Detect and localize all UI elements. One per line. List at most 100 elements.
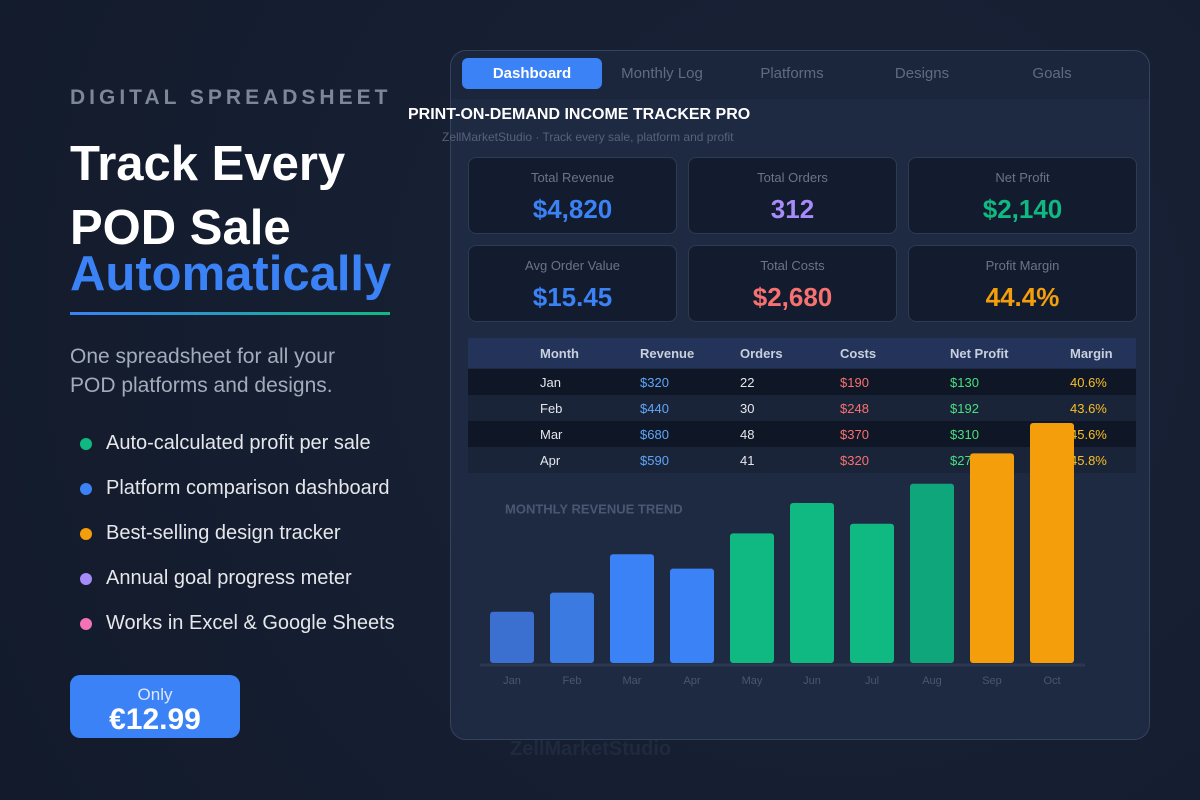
price-label: Only — [137, 685, 173, 704]
table-cell: $680 — [640, 427, 669, 442]
column-header: Orders — [740, 346, 783, 361]
x-tick-label: May — [742, 675, 763, 687]
feature-text: Auto-calculated profit per sale — [106, 432, 371, 454]
kpi-label: Profit Margin — [985, 258, 1060, 273]
table-cell: Mar — [540, 427, 563, 442]
price-button[interactable]: Only €12.99 — [70, 675, 240, 738]
kpi-card: Total Revenue $4,820 — [468, 157, 677, 234]
column-header: Revenue — [640, 346, 695, 361]
bar — [670, 568, 714, 663]
table-cell: 45.8% — [1070, 453, 1107, 468]
x-tick-label: Sep — [982, 675, 1002, 687]
tab[interactable]: Goals — [1032, 65, 1072, 82]
feature-text: Annual goal progress meter — [106, 567, 352, 589]
x-tick-label: Jun — [803, 675, 821, 687]
kpi-card: Avg Order Value $15.45 — [468, 245, 677, 322]
kpi-value: $2,140 — [982, 194, 1063, 224]
table-row — [468, 369, 1136, 395]
tab[interactable]: Designs — [894, 65, 950, 82]
kpi-label: Total Costs — [760, 258, 825, 273]
kpi-label: Total Revenue — [530, 170, 615, 185]
column-header: Month — [540, 346, 579, 361]
dashboard-subtitle: ZellMarketStudio · Track every sale, pla… — [442, 130, 734, 144]
table-cell: 30 — [740, 401, 755, 416]
table-cell: $590 — [640, 453, 669, 468]
description: POD platforms and designs. — [70, 374, 333, 397]
bullet-dot — [80, 618, 92, 630]
table-cell: $370 — [840, 427, 869, 442]
bullet-dot — [80, 573, 92, 585]
table-cell: 41 — [740, 453, 755, 468]
price-amount: €12.99 — [109, 703, 201, 736]
table-cell: Jan — [540, 375, 561, 390]
x-tick-label: Jul — [865, 675, 879, 687]
feature-text: Best-selling design tracker — [106, 522, 341, 544]
tab[interactable]: Platforms — [760, 65, 824, 82]
table-cell: 40.6% — [1070, 375, 1107, 390]
feature-text: Works in Excel & Google Sheets — [106, 612, 395, 634]
bar — [610, 554, 654, 663]
x-tick-label: Aug — [922, 675, 942, 687]
bar — [490, 611, 534, 663]
column-header: Costs — [840, 346, 877, 361]
kpi-label: Total Orders — [757, 170, 828, 185]
x-tick-label: Jan — [503, 675, 521, 687]
description: One spreadsheet for all your — [70, 345, 335, 368]
kpi-value: $15.45 — [532, 282, 613, 312]
kpi-card: Total Orders 312 — [688, 157, 897, 234]
table-cell: $320 — [840, 453, 869, 468]
table-row — [468, 447, 1136, 473]
table-cell: $310 — [950, 427, 979, 442]
x-tick-label: Feb — [563, 675, 582, 687]
feature-text: Platform comparison dashboard — [106, 477, 390, 499]
headline-line: Track Every — [70, 137, 346, 191]
table-row — [468, 395, 1136, 421]
bar — [850, 523, 894, 663]
kpi-label: Net Profit — [995, 170, 1050, 185]
bar — [970, 453, 1014, 663]
table-header — [468, 338, 1136, 368]
headline-line: POD Sale — [70, 201, 291, 255]
bar — [730, 533, 774, 663]
bullet-dot — [80, 483, 92, 495]
bar — [1030, 423, 1074, 663]
table-cell: 43.6% — [1070, 401, 1107, 416]
table-cell: 22 — [740, 375, 755, 390]
table-cell: Apr — [540, 453, 561, 468]
watermark: ZellMarketStudio — [510, 738, 672, 760]
kpi-value: 312 — [770, 194, 815, 224]
table-cell: 45.6% — [1070, 427, 1107, 442]
table-cell: Feb — [540, 401, 563, 416]
table-cell: $440 — [640, 401, 669, 416]
kpi-label: Avg Order Value — [525, 258, 620, 273]
column-header: Net Profit — [950, 346, 1009, 361]
table-cell: $320 — [640, 375, 669, 390]
x-tick-label: Mar — [623, 675, 642, 687]
chart-title: MONTHLY REVENUE TREND — [505, 501, 683, 516]
table-cell: $190 — [840, 375, 869, 390]
table-cell: $248 — [840, 401, 869, 416]
x-tick-label: Oct — [1043, 675, 1060, 687]
column-header: Margin — [1070, 346, 1113, 361]
bar — [550, 592, 594, 663]
tab[interactable]: Monthly Log — [621, 65, 703, 82]
table-cell: $192 — [950, 401, 979, 416]
kpi-value: $4,820 — [532, 194, 613, 224]
underline — [70, 312, 390, 315]
kpi-value: 44.4% — [985, 282, 1060, 312]
kpi-value: $2,680 — [752, 282, 833, 312]
kpi-card: Profit Margin 44.4% — [908, 245, 1137, 322]
headline-highlight: Automatically — [70, 247, 392, 301]
kpi-card: Total Costs $2,680 — [688, 245, 897, 322]
tab[interactable]: Dashboard — [462, 58, 602, 89]
kpi-card: Net Profit $2,140 — [908, 157, 1137, 234]
bullet-dot — [80, 528, 92, 540]
eyebrow: DIGITAL SPREADSHEET — [70, 86, 392, 109]
table-cell: 48 — [740, 427, 755, 442]
table-cell: $130 — [950, 375, 979, 390]
bar — [790, 503, 834, 663]
x-tick-label: Apr — [683, 675, 700, 687]
bullet-dot — [80, 438, 92, 450]
